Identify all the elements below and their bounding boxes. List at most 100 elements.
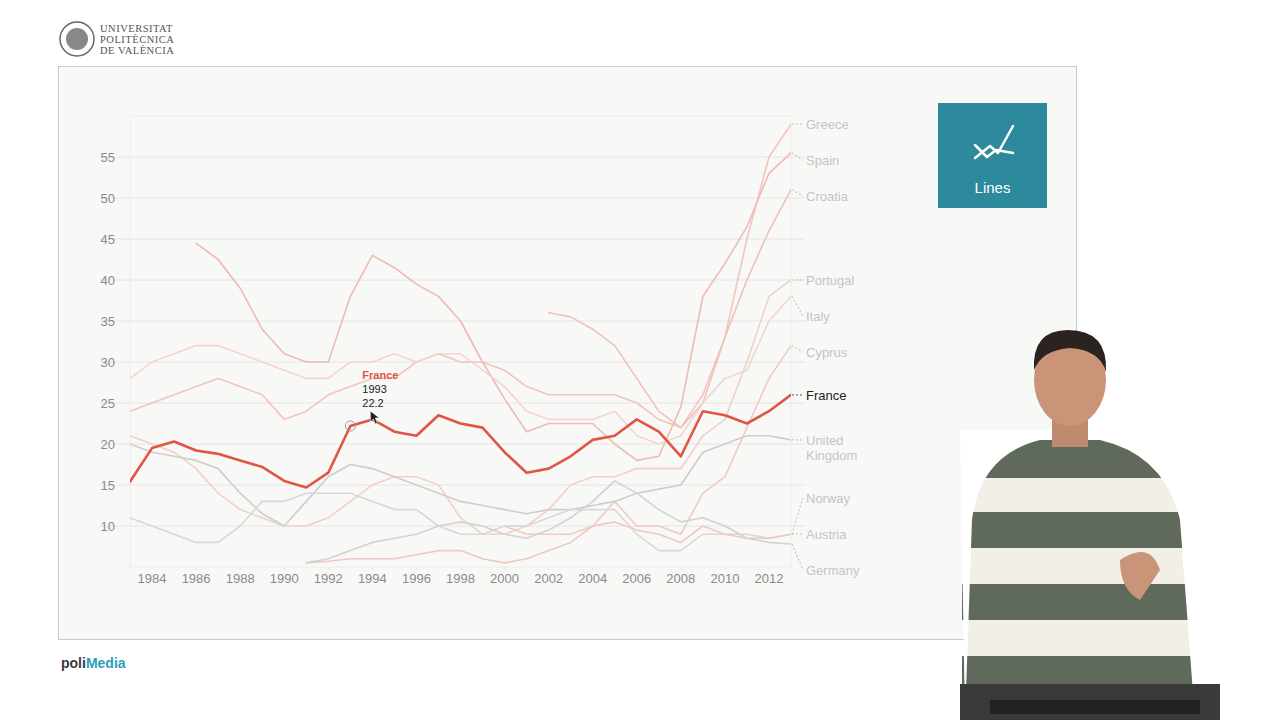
shirt-stripe (962, 512, 1202, 548)
x-tick-label: 2010 (710, 571, 739, 586)
y-tick-label: 15 (101, 478, 115, 493)
series-label-line: Austria (806, 527, 847, 542)
chart-panel (59, 67, 1077, 640)
badge-icon (975, 126, 1013, 158)
x-tick-label: 1986 (182, 571, 211, 586)
y-tick-label: 40 (101, 273, 115, 288)
series-line (130, 436, 791, 526)
label-connector (792, 296, 803, 316)
grid-line (100, 362, 805, 363)
series-line (130, 296, 791, 444)
tooltip: France 1993 22.2 (345, 369, 398, 431)
x-tick-label: 1998 (446, 571, 475, 586)
shirt-stripe (962, 584, 1202, 620)
series-label-line: Germany (806, 563, 860, 578)
series-line (130, 280, 791, 534)
tooltip-y: 22.2 (362, 397, 383, 409)
series-label: Norway (806, 491, 851, 506)
x-tick-label: 2004 (578, 571, 607, 586)
badge-label: Lines (975, 179, 1011, 196)
series-label-line: Norway (806, 491, 851, 506)
y-tick-label: 20 (101, 437, 115, 452)
logo: UNIVERSITATPOLITÈCNICADE VALÈNCIA (60, 22, 174, 56)
logo-emblem (60, 22, 94, 56)
brand-part: Media (86, 655, 126, 671)
series-line (306, 522, 791, 563)
series-label-line: United (806, 433, 844, 448)
label-connector (792, 544, 803, 570)
series-label: Germany (806, 563, 860, 578)
tooltip-point (345, 421, 355, 431)
plot-frame (130, 116, 791, 567)
label-connector (792, 190, 803, 196)
logo-text: UNIVERSITAT (100, 23, 173, 34)
x-tick-label: 1988 (226, 571, 255, 586)
hair (1034, 330, 1106, 372)
label-connector (792, 394, 803, 395)
series-label: Cyprus (806, 345, 848, 360)
grid-line (100, 526, 805, 527)
series-label: Spain (806, 153, 839, 168)
grid-line (100, 280, 805, 281)
label-connector (792, 124, 803, 125)
y-tick-label: 30 (101, 355, 115, 370)
cursor (370, 411, 379, 424)
y-tick-label: 55 (101, 150, 115, 165)
logo-text: DE VALÈNCIA (100, 45, 174, 56)
series-label: Greece (806, 117, 849, 132)
tooltip-name: France (362, 369, 398, 381)
grid-line (100, 485, 805, 486)
grid-line (100, 239, 805, 240)
series-labels: Greece Spain Croatia Portugal Italy Cyprus Fra… (792, 117, 860, 578)
label-connector (792, 498, 803, 534)
grid-line (100, 403, 805, 404)
series-label: UnitedKingdom (806, 433, 857, 463)
label-connector (792, 439, 803, 440)
grid-line (100, 444, 805, 445)
series-label-line: France (806, 388, 846, 403)
series-label-line: Greece (806, 117, 849, 132)
series-label-line: Cyprus (806, 345, 848, 360)
label-connector (792, 279, 803, 280)
series-label-line: Croatia (806, 189, 849, 204)
grid-line (100, 157, 805, 158)
label-connector (792, 533, 803, 534)
x-tick-label: 2000 (490, 571, 519, 586)
grid-line (100, 321, 805, 322)
series-label: Croatia (806, 189, 849, 204)
brand-part: poli (61, 655, 86, 671)
series-label: Portugal (806, 273, 855, 288)
series-label-line: Spain (806, 153, 839, 168)
series-line (505, 346, 791, 535)
y-tick-label: 50 (101, 191, 115, 206)
series-label: Austria (806, 527, 847, 542)
grid-line (100, 198, 805, 199)
badge: Lines (938, 103, 1047, 208)
background (0, 0, 1280, 720)
label-connector (792, 346, 803, 352)
hand (1120, 552, 1160, 600)
series-line (130, 124, 791, 427)
y-tick-label: 10 (101, 519, 115, 534)
tooltip-x: 1993 (362, 383, 386, 395)
brand: poliMedia (61, 655, 126, 671)
desk (960, 684, 1220, 720)
series-label-line: Kingdom (806, 448, 857, 463)
y-tick-label: 45 (101, 232, 115, 247)
x-tick-label: 1984 (138, 571, 167, 586)
grid: 1015202530354045505519841986198819901992… (100, 150, 805, 586)
y-tick-label: 25 (101, 396, 115, 411)
label-connector (792, 153, 803, 160)
x-tick-label: 1990 (270, 571, 299, 586)
x-tick-label: 2008 (666, 571, 695, 586)
x-tick-label: 2012 (755, 571, 784, 586)
y-tick-label: 35 (101, 314, 115, 329)
x-tick-label: 1994 (358, 571, 387, 586)
page: UNIVERSITATPOLITÈCNICADE VALÈNCIA 10 15 20 2… (0, 0, 1280, 720)
keyboard (990, 700, 1200, 714)
logo-emblem (66, 28, 88, 50)
x-tick-label: 1996 (402, 571, 431, 586)
x-tick-label: 2002 (534, 571, 563, 586)
x-tick-label: 2006 (622, 571, 651, 586)
series-label: Italy (806, 309, 830, 324)
